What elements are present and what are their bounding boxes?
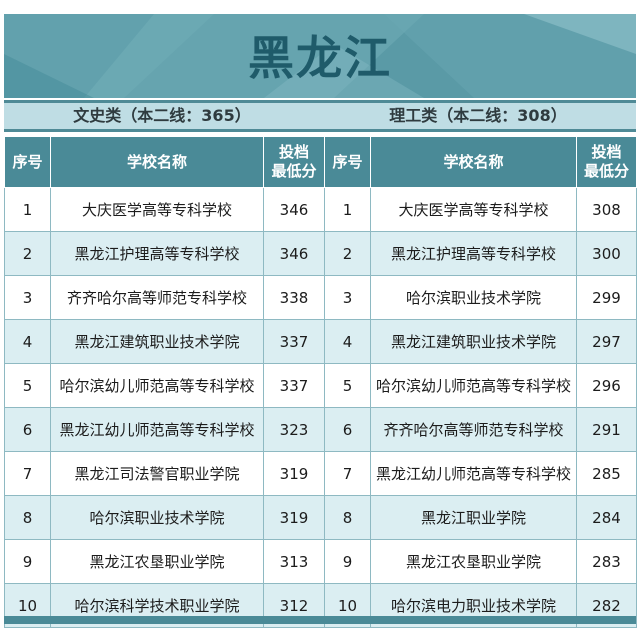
score-right: 308	[576, 187, 637, 232]
table-row: 7 黑龙江司法警官职业学院 319 7 黑龙江幼儿师范高等专科学校 285	[4, 451, 637, 496]
school-name-right: 黑龙江职业学院	[370, 495, 577, 540]
school-name-right: 哈尔滨职业技术学院	[370, 275, 577, 320]
score-right: 284	[576, 495, 637, 540]
school-name-right: 黑龙江农垦职业学院	[370, 539, 577, 584]
score-left: 313	[263, 539, 325, 584]
rank-right: 8	[324, 495, 371, 540]
school-name-right: 黑龙江护理高等专科学校	[370, 231, 577, 276]
rank-left: 1	[4, 187, 51, 232]
score-left: 337	[263, 363, 325, 408]
rank-left: 8	[4, 495, 51, 540]
score-right: 296	[576, 363, 637, 408]
school-name-right: 黑龙江建筑职业技术学院	[370, 319, 577, 364]
table-header-row: 序号 学校名称 投档 最低分 序号 学校名称 投档 最低分	[4, 136, 637, 188]
rank-left: 7	[4, 451, 51, 496]
header-score-line1: 投档	[591, 143, 622, 161]
title-banner: 黑龙江	[4, 14, 636, 98]
table-row: 9 黑龙江农垦职业学院 313 9 黑龙江农垦职业学院 283	[4, 539, 637, 584]
score-right: 299	[576, 275, 637, 320]
rank-right: 6	[324, 407, 371, 452]
header-score-line2: 最低分	[271, 162, 317, 180]
school-name-left: 齐齐哈尔高等师范专科学校	[50, 275, 264, 320]
table-row: 6 黑龙江幼儿师范高等专科学校 323 6 齐齐哈尔高等师范专科学校 291	[4, 407, 637, 452]
header-school-left: 学校名称	[50, 136, 264, 188]
table-row: 1 大庆医学高等专科学校 346 1 大庆医学高等专科学校 308	[4, 187, 637, 232]
rank-right: 2	[324, 231, 371, 276]
rank-left: 9	[4, 539, 51, 584]
score-right: 297	[576, 319, 637, 364]
score-left: 346	[263, 231, 325, 276]
school-name-left: 黑龙江幼儿师范高等专科学校	[50, 407, 264, 452]
score-right: 300	[576, 231, 637, 276]
header-no-right: 序号	[324, 136, 371, 188]
category-bar: 文史类（本二线：365） 理工类（本二线：308）	[4, 100, 636, 132]
bottom-border-bar	[4, 616, 636, 624]
school-name-left: 大庆医学高等专科学校	[50, 187, 264, 232]
rank-right: 5	[324, 363, 371, 408]
rank-left: 2	[4, 231, 51, 276]
school-name-right: 齐齐哈尔高等师范专科学校	[370, 407, 577, 452]
school-name-left: 哈尔滨幼儿师范高等专科学校	[50, 363, 264, 408]
rank-left: 4	[4, 319, 51, 364]
school-name-right: 黑龙江幼儿师范高等专科学校	[370, 451, 577, 496]
school-name-right: 哈尔滨幼儿师范高等专科学校	[370, 363, 577, 408]
rank-right: 7	[324, 451, 371, 496]
header-score-right: 投档 最低分	[576, 136, 637, 188]
banner-background-shapes	[4, 14, 636, 98]
table-row: 8 哈尔滨职业技术学院 319 8 黑龙江职业学院 284	[4, 495, 637, 540]
page-title: 黑龙江	[248, 31, 392, 85]
rank-left: 6	[4, 407, 51, 452]
school-name-left: 黑龙江建筑职业技术学院	[50, 319, 264, 364]
rank-right: 3	[324, 275, 371, 320]
score-left: 338	[263, 275, 325, 320]
school-name-left: 黑龙江农垦职业学院	[50, 539, 264, 584]
admission-score-table: 序号 学校名称 投档 最低分 序号 学校名称 投档 最低分 1 大庆医学高等专科学校…	[4, 136, 637, 628]
school-name-right: 大庆医学高等专科学校	[370, 187, 577, 232]
score-right: 291	[576, 407, 637, 452]
score-left: 346	[263, 187, 325, 232]
rank-right: 1	[324, 187, 371, 232]
category-label-liberal-arts: 文史类（本二线：365）	[73, 106, 251, 125]
header-score-line1: 投档	[278, 143, 309, 161]
rank-left: 5	[4, 363, 51, 408]
score-left: 323	[263, 407, 325, 452]
table-row: 5 哈尔滨幼儿师范高等专科学校 337 5 哈尔滨幼儿师范高等专科学校 296	[4, 363, 637, 408]
rank-left: 3	[4, 275, 51, 320]
school-name-left: 哈尔滨职业技术学院	[50, 495, 264, 540]
school-name-left: 黑龙江司法警官职业学院	[50, 451, 264, 496]
header-score-left: 投档 最低分	[263, 136, 325, 188]
rank-right: 4	[324, 319, 371, 364]
rank-right: 9	[324, 539, 371, 584]
header-score-line2: 最低分	[583, 162, 629, 180]
score-left: 337	[263, 319, 325, 364]
table-row: 4 黑龙江建筑职业技术学院 337 4 黑龙江建筑职业技术学院 297	[4, 319, 637, 364]
category-label-science: 理工类（本二线：308）	[389, 106, 567, 125]
school-name-left: 黑龙江护理高等专科学校	[50, 231, 264, 276]
score-right: 285	[576, 451, 637, 496]
score-right: 283	[576, 539, 637, 584]
score-left: 319	[263, 451, 325, 496]
table-row: 2 黑龙江护理高等专科学校 346 2 黑龙江护理高等专科学校 300	[4, 231, 637, 276]
header-no-left: 序号	[4, 136, 51, 188]
score-left: 319	[263, 495, 325, 540]
header-school-right: 学校名称	[370, 136, 577, 188]
table-row: 3 齐齐哈尔高等师范专科学校 338 3 哈尔滨职业技术学院 299	[4, 275, 637, 320]
